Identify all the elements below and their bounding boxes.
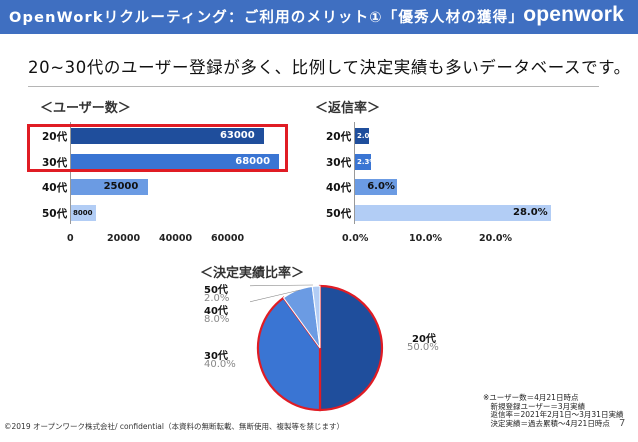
footnote-line: ※ユーザー数＝4月21日時点 <box>483 393 579 402</box>
y-axis-line <box>354 122 355 224</box>
pie-percent-label: 40.0% <box>204 359 236 370</box>
data-label: 28.0% <box>513 206 548 218</box>
category-label: 20代 <box>326 131 352 143</box>
tick-label: 20000 <box>107 233 141 244</box>
pie-slice <box>311 285 321 349</box>
footnote: ※ユーザー数＝4月21日時点 新規登録ユーザー＝3月実績 返信率＝2021年2月… <box>483 393 624 429</box>
footnote-line: 返信率＝2021年2月1日～3月31日実績 <box>483 410 624 420</box>
copyright: ©2019 オープンワーク株式会社/ confidential（本資料の無断転載… <box>4 422 344 431</box>
footnote-line: 決定実績＝過去累積～4月21日時点 <box>483 419 610 429</box>
tick-label: 10.0% <box>409 233 442 244</box>
y-axis-line <box>70 122 71 224</box>
pie-category-label: 30代 <box>204 351 228 362</box>
bar <box>355 179 397 195</box>
data-label: 68000 <box>235 155 271 167</box>
pie-slice <box>318 284 384 412</box>
highlight-box <box>27 124 288 172</box>
leader-line <box>250 284 314 287</box>
bar <box>355 153 372 170</box>
pie-percent-label: 50.0% <box>407 342 439 353</box>
decision-pie-chart <box>250 284 384 412</box>
pie-category-label: 40代 <box>204 306 228 317</box>
tick-label: 40000 <box>159 233 193 244</box>
category-label: 30代 <box>42 156 68 169</box>
bar <box>71 128 264 144</box>
footnote-line: 新規登録ユーザー＝3月実績 <box>483 401 586 411</box>
reply-chart-title: ＜返信率＞ <box>315 101 381 116</box>
data-label: 2.3% <box>357 157 377 166</box>
page-number: 7 <box>619 418 626 429</box>
bar <box>71 204 96 221</box>
bar <box>355 204 551 221</box>
headline: 20~30代のユーザー登録が多く、比例して決定実績も多いデータベースです。 <box>28 58 631 77</box>
category-label: 20代 <box>42 131 68 143</box>
tick-label: 0 <box>67 233 74 244</box>
brand-logo: openwork <box>523 3 624 26</box>
category-label: 50代 <box>42 207 68 220</box>
data-label: 6.0% <box>367 181 395 192</box>
pie-category-label: 20代 <box>412 334 436 345</box>
tick-label: 0.0% <box>342 233 369 244</box>
data-label: 25000 <box>103 181 139 192</box>
leader-line <box>250 289 301 303</box>
bar <box>71 179 148 195</box>
pie-chart-title: ＜決定実績比率＞ <box>200 266 305 281</box>
users-chart-title: ＜ユーザー数＞ <box>40 101 131 116</box>
tick-label: 20.0% <box>479 233 512 244</box>
bar <box>355 128 369 144</box>
category-label: 40代 <box>326 182 352 194</box>
divider <box>28 86 599 87</box>
pie-percent-label: 2.0% <box>204 293 230 304</box>
pie-slice <box>256 296 322 412</box>
data-label: 63000 <box>219 130 255 141</box>
category-label: 30代 <box>326 156 352 169</box>
pie-category-label: 50代 <box>204 285 228 296</box>
pie-percent-label: 8.0% <box>204 314 230 325</box>
tick-label: 60000 <box>211 233 245 244</box>
category-label: 40代 <box>42 182 68 194</box>
bar <box>71 153 280 170</box>
page-title: OpenWorkリクルーティング：ご利用のメリット①「優秀人材の獲得」 <box>9 10 525 26</box>
category-label: 50代 <box>326 207 352 220</box>
data-label: 2.0% <box>357 132 377 140</box>
header-bar: OpenWorkリクルーティング：ご利用のメリット①「優秀人材の獲得」 open… <box>0 0 638 34</box>
data-label: 8000 <box>73 208 93 217</box>
